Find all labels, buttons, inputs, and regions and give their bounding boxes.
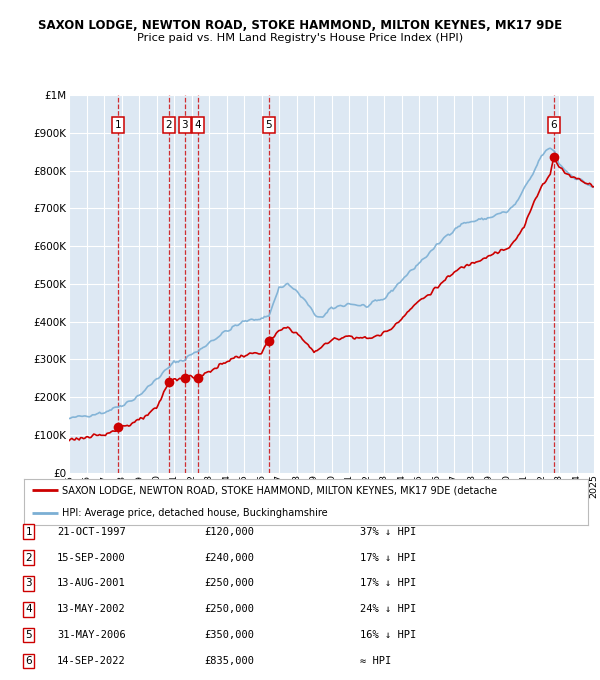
Text: HPI: Average price, detached house, Buckinghamshire: HPI: Average price, detached house, Buck…	[62, 509, 328, 518]
Text: 4: 4	[194, 120, 201, 131]
Text: 5: 5	[266, 120, 272, 131]
Text: Price paid vs. HM Land Registry's House Price Index (HPI): Price paid vs. HM Land Registry's House …	[137, 33, 463, 43]
Text: £120,000: £120,000	[204, 527, 254, 537]
Text: 3: 3	[25, 579, 32, 588]
Text: £250,000: £250,000	[204, 605, 254, 614]
Text: 17% ↓ HPI: 17% ↓ HPI	[360, 553, 416, 562]
Text: 1: 1	[25, 527, 32, 537]
Text: 14-SEP-2022: 14-SEP-2022	[57, 656, 126, 666]
Text: ≈ HPI: ≈ HPI	[360, 656, 391, 666]
Text: £240,000: £240,000	[204, 553, 254, 562]
Text: 21-OCT-1997: 21-OCT-1997	[57, 527, 126, 537]
Text: SAXON LODGE, NEWTON ROAD, STOKE HAMMOND, MILTON KEYNES, MK17 9DE: SAXON LODGE, NEWTON ROAD, STOKE HAMMOND,…	[38, 19, 562, 32]
Text: 2: 2	[25, 553, 32, 562]
Text: 37% ↓ HPI: 37% ↓ HPI	[360, 527, 416, 537]
Text: 17% ↓ HPI: 17% ↓ HPI	[360, 579, 416, 588]
Text: 31-MAY-2006: 31-MAY-2006	[57, 630, 126, 640]
Text: 13-AUG-2001: 13-AUG-2001	[57, 579, 126, 588]
Text: 2: 2	[166, 120, 172, 131]
Text: 5: 5	[25, 630, 32, 640]
Text: £250,000: £250,000	[204, 579, 254, 588]
Text: 16% ↓ HPI: 16% ↓ HPI	[360, 630, 416, 640]
Text: 13-MAY-2002: 13-MAY-2002	[57, 605, 126, 614]
Text: 6: 6	[25, 656, 32, 666]
Text: 24% ↓ HPI: 24% ↓ HPI	[360, 605, 416, 614]
Text: 4: 4	[25, 605, 32, 614]
Text: SAXON LODGE, NEWTON ROAD, STOKE HAMMOND, MILTON KEYNES, MK17 9DE (detache: SAXON LODGE, NEWTON ROAD, STOKE HAMMOND,…	[62, 486, 497, 495]
Text: 6: 6	[551, 120, 557, 131]
Text: £835,000: £835,000	[204, 656, 254, 666]
Text: £350,000: £350,000	[204, 630, 254, 640]
Text: 15-SEP-2000: 15-SEP-2000	[57, 553, 126, 562]
Text: 3: 3	[182, 120, 188, 131]
Text: 1: 1	[115, 120, 121, 131]
